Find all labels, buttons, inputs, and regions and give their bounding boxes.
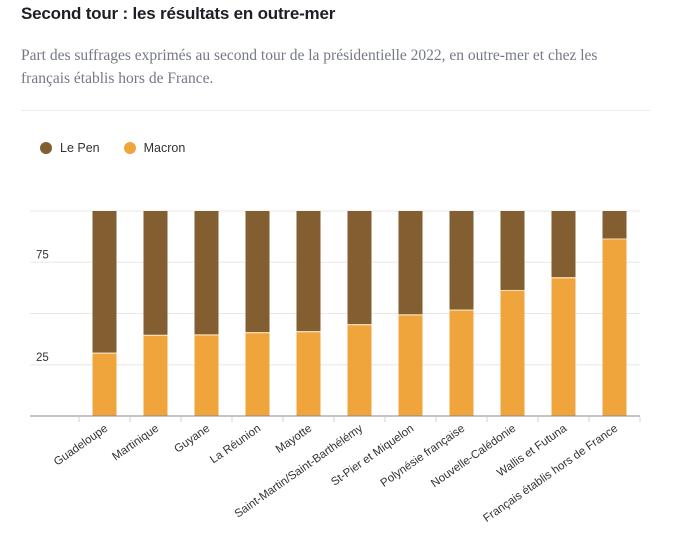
bar-segment-le-pen: [347, 211, 372, 325]
bar-segment-macron: [500, 290, 525, 416]
header-separator: [21, 110, 650, 111]
x-tick-label: Mayotte: [274, 423, 314, 456]
bar-segment-macron: [92, 353, 117, 416]
bar-segment-macron: [398, 315, 423, 416]
bar-segment-le-pen: [551, 211, 576, 278]
bar-segment-macron: [194, 335, 219, 416]
x-tick-label: St-Pier et Miquelon: [329, 423, 416, 489]
x-tick-label: Martinique: [110, 423, 161, 464]
bar-segment-macron: [143, 335, 168, 416]
bar-segment-le-pen: [194, 211, 219, 335]
chart-title: Second tour : les résultats en outre-mer: [21, 4, 336, 23]
bar-segment-le-pen: [245, 211, 270, 333]
bar-segment-le-pen: [296, 211, 321, 332]
x-tick-label: Nouvelle-Calédonie: [429, 423, 518, 490]
bar-segment-le-pen: [92, 211, 117, 353]
legend-label-macron: Macron: [143, 141, 186, 155]
x-tick-label: Polynésie française: [379, 423, 468, 490]
bar-segment-le-pen: [143, 211, 168, 335]
x-tick-label: La Réunion: [208, 423, 263, 467]
bar-segment-macron: [551, 278, 576, 416]
y-tick-label: 75: [36, 249, 49, 261]
x-tick-label: Guadeloupe: [52, 423, 110, 469]
bar-segment-macron: [602, 239, 627, 416]
legend-swatch-le-pen: [40, 142, 52, 154]
legend-item-le-pen[interactable]: Le Pen: [40, 141, 100, 155]
y-tick-label: 25: [36, 352, 49, 364]
bar-segment-macron: [449, 310, 474, 416]
bar-segment-le-pen: [449, 211, 474, 310]
bar-segment-le-pen: [602, 211, 627, 239]
bar-segment-macron: [296, 332, 321, 416]
legend-swatch-macron: [123, 142, 136, 154]
bar-segment-le-pen: [500, 211, 525, 290]
bar-segment-macron: [245, 333, 270, 416]
bar-segment-macron: [347, 325, 372, 416]
bar-segment-le-pen: [398, 211, 423, 315]
legend-label-le-pen: Le Pen: [60, 141, 100, 155]
legend: Le Pen Macron: [40, 141, 209, 155]
legend-item-macron[interactable]: Macron: [123, 141, 186, 155]
x-tick-label: Guyane: [172, 423, 212, 456]
chart-subtitle: Part des suffrages exprimés au second to…: [21, 47, 598, 87]
